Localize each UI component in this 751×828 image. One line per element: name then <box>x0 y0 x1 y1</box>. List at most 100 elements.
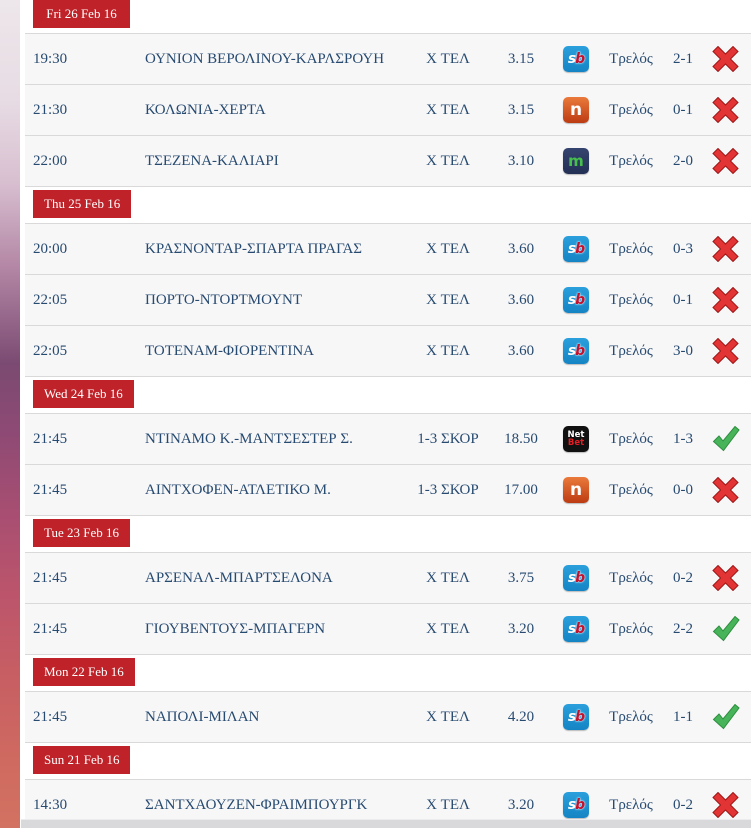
odds-value: 3.60 <box>507 291 535 308</box>
bookmaker-glyph: s <box>567 570 576 586</box>
match-name[interactable]: ΑΙΝΤΧΟΦΕΝ-ΑΤΛΕΤΙΚΟ Μ. <box>145 481 331 498</box>
match-name[interactable]: ΤΟΤΕΝΑΜ-ΦΙΟΡΕΝΤΙΝΑ <box>145 342 314 359</box>
bookmaker-glyph: Net <box>567 430 585 440</box>
match-name[interactable]: ΝΑΠΟΛΙ-ΜΙΛΑΝ <box>145 708 260 725</box>
bookmaker-glyph: b <box>575 797 585 813</box>
tip-row[interactable]: 20:00 ΚΡΑΣΝΟΝΤΑΡ-ΣΠΑΡΤΑ ΠΡΑΓΑΣ X ΤΕΛ 3.6… <box>25 224 751 275</box>
red-cross-icon <box>712 287 739 313</box>
red-cross-icon <box>712 46 739 72</box>
date-label: Tue 23 Feb 16 <box>44 525 120 540</box>
tipster-name[interactable]: Τρελός <box>609 708 653 725</box>
odds-value: 3.10 <box>507 152 535 169</box>
tip-row[interactable]: 19:30 ΟΥΝΙΟΝ ΒΕΡΟΛΙΝΟΥ-ΚΑΡΛΣΡΟΥΗ X ΤΕΛ 3… <box>25 34 751 85</box>
match-name[interactable]: ΝΤΙΝΑΜΟ Κ.-ΜΑΝΤΣΕΣΤΕΡ Σ. <box>145 430 353 447</box>
tipster-name[interactable]: Τρελός <box>609 796 653 813</box>
date-banner: Tue 23 Feb 16 <box>33 519 131 547</box>
red-cross-icon <box>712 565 739 591</box>
date-label: Fri 26 Feb 16 <box>46 6 117 21</box>
tipster-name[interactable]: Τρελός <box>609 342 653 359</box>
odds-value: 3.15 <box>507 101 535 118</box>
bookmaker-glyph: s <box>567 797 576 813</box>
odds-value: 3.20 <box>507 620 535 637</box>
bookmaker-glyph: b <box>575 51 585 67</box>
red-cross-icon <box>712 792 739 818</box>
date-section: Fri 26 Feb 16 19:30 ΟΥΝΙΟΝ ΒΕΡΟΛΙΝΟΥ-ΚΑΡ… <box>20 0 751 187</box>
tip-row[interactable]: 21:45 ΑΙΝΤΧΟΦΕΝ-ΑΤΛΕΤΙΚΟ Μ. 1-3 ΣΚΟΡ 17.… <box>25 465 751 516</box>
bookmaker-glyph: b <box>575 709 585 725</box>
tips-table: Fri 26 Feb 16 19:30 ΟΥΝΙΟΝ ΒΕΡΟΛΙΝΟΥ-ΚΑΡ… <box>20 0 751 828</box>
match-name[interactable]: ΚΟΛΩΝΙΑ-ΧΕΡΤΑ <box>145 101 266 118</box>
tip-row[interactable]: 21:45 ΝΤΙΝΑΜΟ Κ.-ΜΑΝΤΣΕΣΤΕΡ Σ. 1-3 ΣΚΟΡ … <box>25 414 751 465</box>
date-banner: Sun 21 Feb 16 <box>33 746 131 774</box>
n-bookmaker-icon[interactable]: n <box>563 97 589 123</box>
bookmaker-glyph: n <box>569 99 583 120</box>
n-bookmaker-icon[interactable]: n <box>563 477 589 503</box>
footer-strip <box>21 819 751 828</box>
kickoff-time: 21:30 <box>33 101 68 118</box>
bet-type: 1-3 ΣΚΟΡ <box>417 481 479 498</box>
final-score: 1-3 <box>673 430 693 447</box>
match-name[interactable]: ΤΣΕΖΕΝΑ-ΚΑΛΙΑΡΙ <box>145 152 279 169</box>
tipster-name[interactable]: Τρελός <box>609 291 653 308</box>
green-check-icon <box>712 426 740 452</box>
odds-value: 3.20 <box>507 796 535 813</box>
final-score: 0-3 <box>673 240 693 257</box>
tipster-name[interactable]: Τρελός <box>609 430 653 447</box>
m-bookmaker-icon[interactable]: m <box>563 148 589 174</box>
bet-type: X ΤΕΛ <box>426 152 470 169</box>
red-cross-icon <box>712 236 739 262</box>
tipster-name[interactable]: Τρελός <box>609 101 653 118</box>
red-cross-icon <box>712 148 739 174</box>
date-label: Wed 24 Feb 16 <box>44 386 123 401</box>
odds-value: 4.20 <box>507 708 535 725</box>
tipster-name[interactable]: Τρελός <box>609 481 653 498</box>
match-name[interactable]: ΓΙΟΥΒΕΝΤΟΥΣ-ΜΠΑΓΕΡΝ <box>145 620 326 637</box>
tip-row[interactable]: 22:00 ΤΣΕΖΕΝΑ-ΚΑΛΙΑΡΙ X ΤΕΛ 3.10 m Τρελό… <box>25 136 751 187</box>
match-name[interactable]: ΚΡΑΣΝΟΝΤΑΡ-ΣΠΑΡΤΑ ΠΡΑΓΑΣ <box>145 240 363 257</box>
final-score: 3-0 <box>673 342 693 359</box>
netbet-bookmaker-icon[interactable]: Net Bet <box>563 426 589 452</box>
kickoff-time: 21:45 <box>33 481 68 498</box>
kickoff-time: 21:45 <box>33 430 68 447</box>
green-check-icon <box>712 704 740 730</box>
red-cross-icon <box>712 338 739 364</box>
tipster-name[interactable]: Τρελός <box>609 152 653 169</box>
match-name[interactable]: ΣΑΝΤΧΑΟΥΖΕΝ-ΦΡΑΙΜΠΟΥΡΓΚ <box>145 796 368 813</box>
final-score: 1-1 <box>673 708 693 725</box>
final-score: 2-2 <box>673 620 693 637</box>
rows-container: 21:45 ΝΤΙΝΑΜΟ Κ.-ΜΑΝΤΣΕΣΤΕΡ Σ. 1-3 ΣΚΟΡ … <box>25 413 751 516</box>
bookmaker-glyph: b <box>575 343 585 359</box>
tipster-name[interactable]: Τρελός <box>609 620 653 637</box>
tipster-name[interactable]: Τρελός <box>609 50 653 67</box>
date-section: Mon 22 Feb 16 21:45 ΝΑΠΟΛΙ-ΜΙΛΑΝ X ΤΕΛ 4… <box>20 658 751 743</box>
match-name[interactable]: ΑΡΣΕΝΑΛ-ΜΠΑΡΤΣΕΛΟΝΑ <box>145 569 333 586</box>
bet-type: 1-3 ΣΚΟΡ <box>417 430 479 447</box>
bookmaker-glyph: s <box>567 241 576 257</box>
tip-row[interactable]: 21:30 ΚΟΛΩΝΙΑ-ΧΕΡΤΑ X ΤΕΛ 3.15 n Τρελός … <box>25 85 751 136</box>
kickoff-time: 21:45 <box>33 569 68 586</box>
match-name[interactable]: ΠΟΡΤΟ-ΝΤΟΡΤΜΟΥΝΤ <box>145 291 303 308</box>
tipster-name[interactable]: Τρελός <box>609 569 653 586</box>
match-name[interactable]: ΟΥΝΙΟΝ ΒΕΡΟΛΙΝΟΥ-ΚΑΡΛΣΡΟΥΗ <box>145 50 385 67</box>
final-score: 0-0 <box>673 481 693 498</box>
bookmaker-glyph: n <box>569 479 583 500</box>
tipster-name[interactable]: Τρελός <box>609 240 653 257</box>
date-section: Thu 25 Feb 16 20:00 ΚΡΑΣΝΟΝΤΑΡ-ΣΠΑΡΤΑ ΠΡ… <box>20 190 751 377</box>
kickoff-time: 21:45 <box>33 708 68 725</box>
final-score: 0-1 <box>673 101 693 118</box>
bookmaker-glyph: s <box>567 343 576 359</box>
